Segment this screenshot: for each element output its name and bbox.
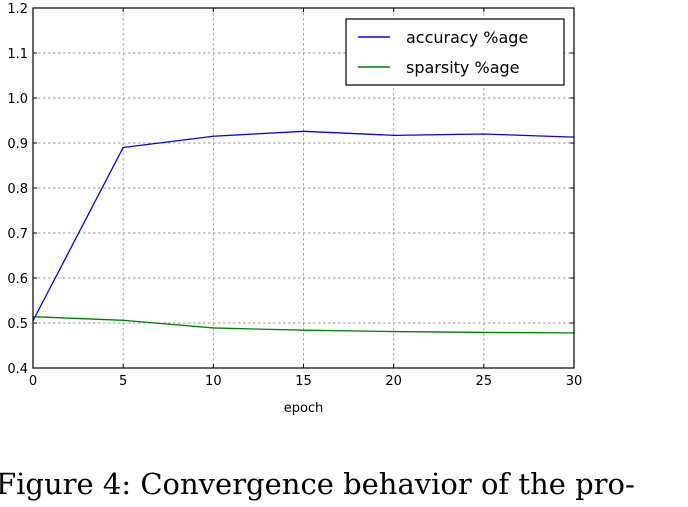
y-tick-label: 0.7 bbox=[7, 227, 28, 242]
legend-box bbox=[345, 18, 565, 86]
legend-label: accuracy %age bbox=[406, 28, 528, 47]
data-point bbox=[302, 329, 305, 331]
x-tick-label: 15 bbox=[295, 374, 312, 389]
x-tick-label: 5 bbox=[119, 374, 127, 389]
legend: accuracy %age sparsity %age bbox=[345, 18, 565, 86]
data-point bbox=[122, 319, 124, 321]
data-point bbox=[302, 130, 305, 132]
data-point bbox=[212, 135, 214, 137]
data-point bbox=[122, 146, 124, 149]
y-tick-label: 0.9 bbox=[7, 137, 28, 152]
x-tick-label: 30 bbox=[566, 374, 583, 389]
data-point bbox=[483, 331, 485, 334]
x-tick-label: 25 bbox=[476, 374, 493, 389]
x-tick-label: 20 bbox=[385, 374, 402, 389]
x-tick-label: 0 bbox=[29, 374, 37, 389]
data-point bbox=[212, 327, 214, 329]
ticks: 0 5 10 15 20 25 30 0.4 0.5 0.6 0.7 0.8 0.9 1.0 1.1 1.2 bbox=[7, 2, 582, 389]
y-tick-label: 1.2 bbox=[7, 2, 28, 17]
y-tick-label: 1.1 bbox=[7, 47, 28, 62]
chart: 0 5 10 15 20 25 300.40.50.60.70.80.91.01.11.2 … bbox=[7, 2, 582, 416]
y-tick-label: 1.0 bbox=[7, 92, 28, 107]
y-tick-label: 0.8 bbox=[7, 182, 28, 197]
data-point bbox=[483, 133, 485, 135]
series-layer bbox=[32, 130, 575, 334]
x-axis-label: epoch bbox=[284, 401, 324, 416]
data-point bbox=[393, 330, 395, 333]
y-tick-label: 0.6 bbox=[7, 272, 28, 287]
legend-label: sparsity %age bbox=[406, 58, 520, 77]
x-tick-label: 10 bbox=[205, 374, 222, 389]
y-tick-label: 0.4 bbox=[7, 362, 28, 377]
data-point bbox=[393, 134, 395, 136]
figure-caption: Figure 4: Convergence behavior of the pr… bbox=[0, 467, 635, 501]
y-tick-label: 0.5 bbox=[7, 317, 28, 332]
